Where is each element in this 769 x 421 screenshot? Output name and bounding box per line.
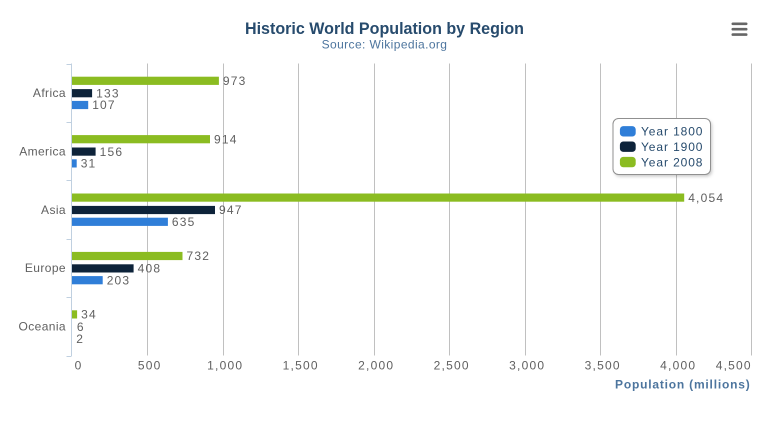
svg-text:6: 6 — [77, 320, 85, 334]
svg-text:4,054: 4,054 — [688, 191, 724, 205]
svg-text:408: 408 — [138, 262, 162, 276]
svg-text:2,500: 2,500 — [434, 359, 470, 373]
svg-text:732: 732 — [187, 249, 211, 263]
svg-text:635: 635 — [172, 215, 196, 229]
svg-text:4,500: 4,500 — [716, 359, 752, 373]
svg-text:0: 0 — [75, 359, 83, 373]
svg-text:Population (millions): Population (millions) — [615, 378, 750, 392]
svg-text:2: 2 — [76, 332, 84, 346]
svg-text:Europe: Europe — [25, 261, 66, 275]
svg-text:107: 107 — [92, 98, 116, 112]
svg-text:3,000: 3,000 — [509, 359, 545, 373]
svg-text:500: 500 — [138, 359, 162, 373]
svg-text:973: 973 — [223, 74, 247, 88]
svg-text:Source: Wikipedia.org: Source: Wikipedia.org — [322, 38, 448, 52]
svg-text:Africa: Africa — [33, 86, 66, 100]
svg-text:1,500: 1,500 — [283, 359, 319, 373]
svg-text:203: 203 — [107, 273, 131, 287]
svg-text:Asia: Asia — [41, 203, 66, 217]
svg-text:Year 2008: Year 2008 — [641, 156, 703, 170]
svg-text:31: 31 — [81, 157, 97, 171]
svg-text:Historic World Population by R: Historic World Population by Region — [245, 19, 524, 38]
svg-text:Year 1900: Year 1900 — [641, 140, 703, 154]
svg-text:Year 1800: Year 1800 — [641, 125, 703, 139]
svg-text:America: America — [19, 144, 66, 158]
svg-text:Oceania: Oceania — [19, 320, 67, 334]
svg-text:914: 914 — [214, 132, 238, 146]
svg-text:4,000: 4,000 — [660, 359, 696, 373]
svg-text:156: 156 — [100, 145, 124, 159]
svg-text:3,500: 3,500 — [585, 359, 621, 373]
svg-text:34: 34 — [81, 308, 97, 322]
svg-text:133: 133 — [96, 86, 120, 100]
svg-text:2,000: 2,000 — [358, 359, 394, 373]
svg-text:1,000: 1,000 — [207, 359, 243, 373]
svg-text:947: 947 — [219, 203, 243, 217]
